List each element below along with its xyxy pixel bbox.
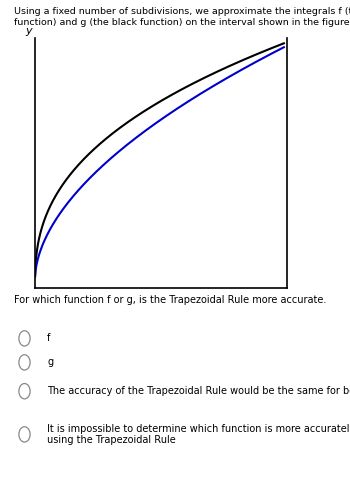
Text: f: f [47, 334, 51, 343]
Text: The accuracy of the Trapezoidal Rule would be the same for both functions: The accuracy of the Trapezoidal Rule wou… [47, 386, 350, 396]
Text: g: g [47, 358, 53, 367]
Text: Using a fixed number of subdivisions, we approximate the integrals f (the blue
f: Using a fixed number of subdivisions, we… [14, 7, 350, 26]
Text: y: y [25, 26, 32, 36]
Text: It is impossible to determine which function is more accurately approximated
usi: It is impossible to determine which func… [47, 423, 350, 445]
Text: For which function f or g, is the Trapezoidal Rule more accurate.: For which function f or g, is the Trapez… [14, 295, 326, 305]
